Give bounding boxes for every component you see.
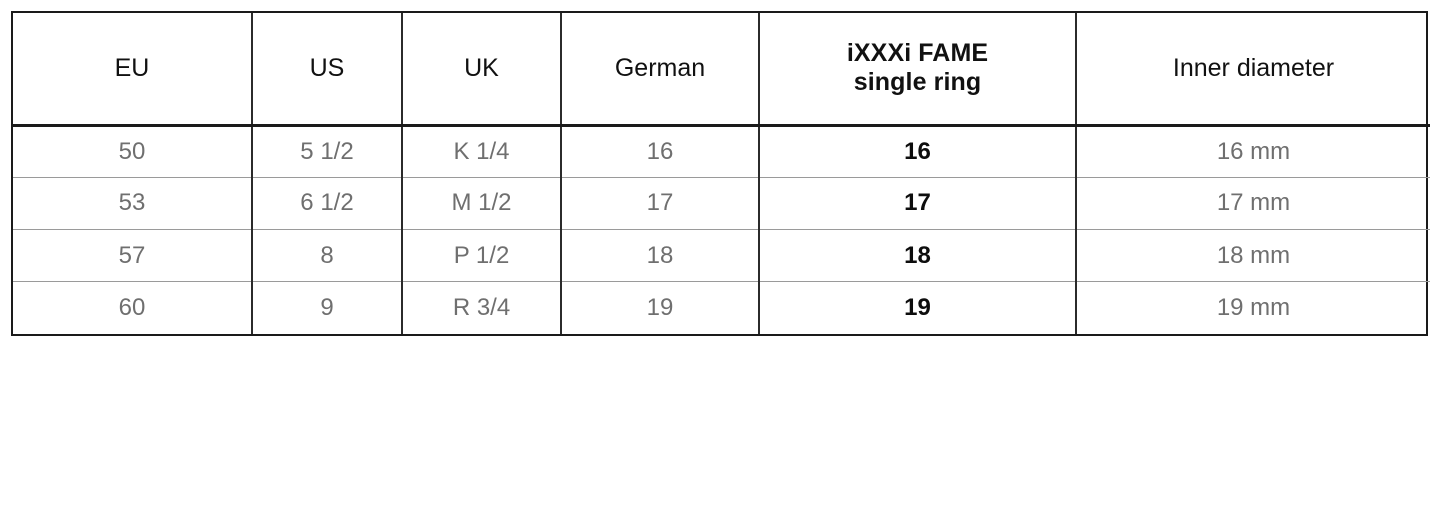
cell-inner-diameter: 16 mm (1216, 137, 1291, 165)
table-row: 53 6 1/2 M 1/2 17 17 17 mm (13, 176, 1430, 230)
cell-ixxxi-fame: 18 (759, 228, 1077, 282)
cell-us: 8 (252, 228, 403, 282)
cell-uk: P 1/2 (402, 228, 562, 282)
cell-uk: K 1/4 (402, 125, 562, 178)
column-header-uk: UK (402, 13, 562, 127)
column-header-ixxxi-fame-line2: single ring (853, 68, 982, 97)
column-header-ixxxi-fame-line1: iXXXi FAME (846, 38, 989, 67)
table-row: 50 5 1/2 K 1/4 16 16 16 mm (13, 125, 1430, 178)
cell-eu: 53 (13, 176, 253, 230)
cell-eu: 60 (13, 281, 253, 334)
size-conversion-table: EU US UK German iXXXi FAME single ring I… (13, 13, 1430, 334)
column-header-german: German (561, 13, 760, 127)
cell-ixxxi-fame: 17 (759, 176, 1077, 230)
column-header-eu: EU (13, 13, 253, 127)
cell-eu: 50 (13, 125, 253, 178)
cell-german: 17 (561, 176, 760, 230)
cell-us: 6 1/2 (252, 176, 403, 230)
cell-german: 18 (561, 228, 760, 282)
cell-inner-diameter: 17 mm (1076, 176, 1430, 230)
table-header: EU US UK German iXXXi FAME single ring I… (13, 13, 1430, 127)
cell-inner-diameter: 19 mm (1076, 281, 1430, 334)
ring-size-chart: EU US UK German iXXXi FAME single ring I… (11, 11, 1430, 336)
cell-uk: R 3/4 (402, 281, 562, 334)
cell-eu: 57 (13, 228, 253, 282)
cell-us: 9 (252, 281, 403, 334)
column-header-inner-diameter: Inner diameter (1076, 13, 1430, 127)
table-row: 60 9 R 3/4 19 19 19 mm (13, 281, 1430, 334)
cell-ixxxi-fame: 16 (759, 125, 1077, 178)
cell-german: 19 (561, 281, 760, 334)
cell-uk: M 1/2 (402, 176, 562, 230)
cell-ixxxi-fame: 19 (759, 281, 1077, 334)
header-row: EU US UK German iXXXi FAME single ring I… (13, 13, 1430, 127)
cell-inner-diameter: 18 mm (1076, 228, 1430, 282)
table-body: 50 5 1/2 K 1/4 16 16 16 mm 53 6 1/2 M 1/… (13, 125, 1430, 334)
cell-german: 16 (561, 125, 760, 178)
column-header-us: US (252, 13, 403, 127)
table-row: 57 8 P 1/2 18 18 18 mm (13, 228, 1430, 282)
cell-us: 5 1/2 (252, 125, 403, 178)
column-header-ixxxi-fame-single-ring: iXXXi FAME single ring (759, 13, 1077, 127)
